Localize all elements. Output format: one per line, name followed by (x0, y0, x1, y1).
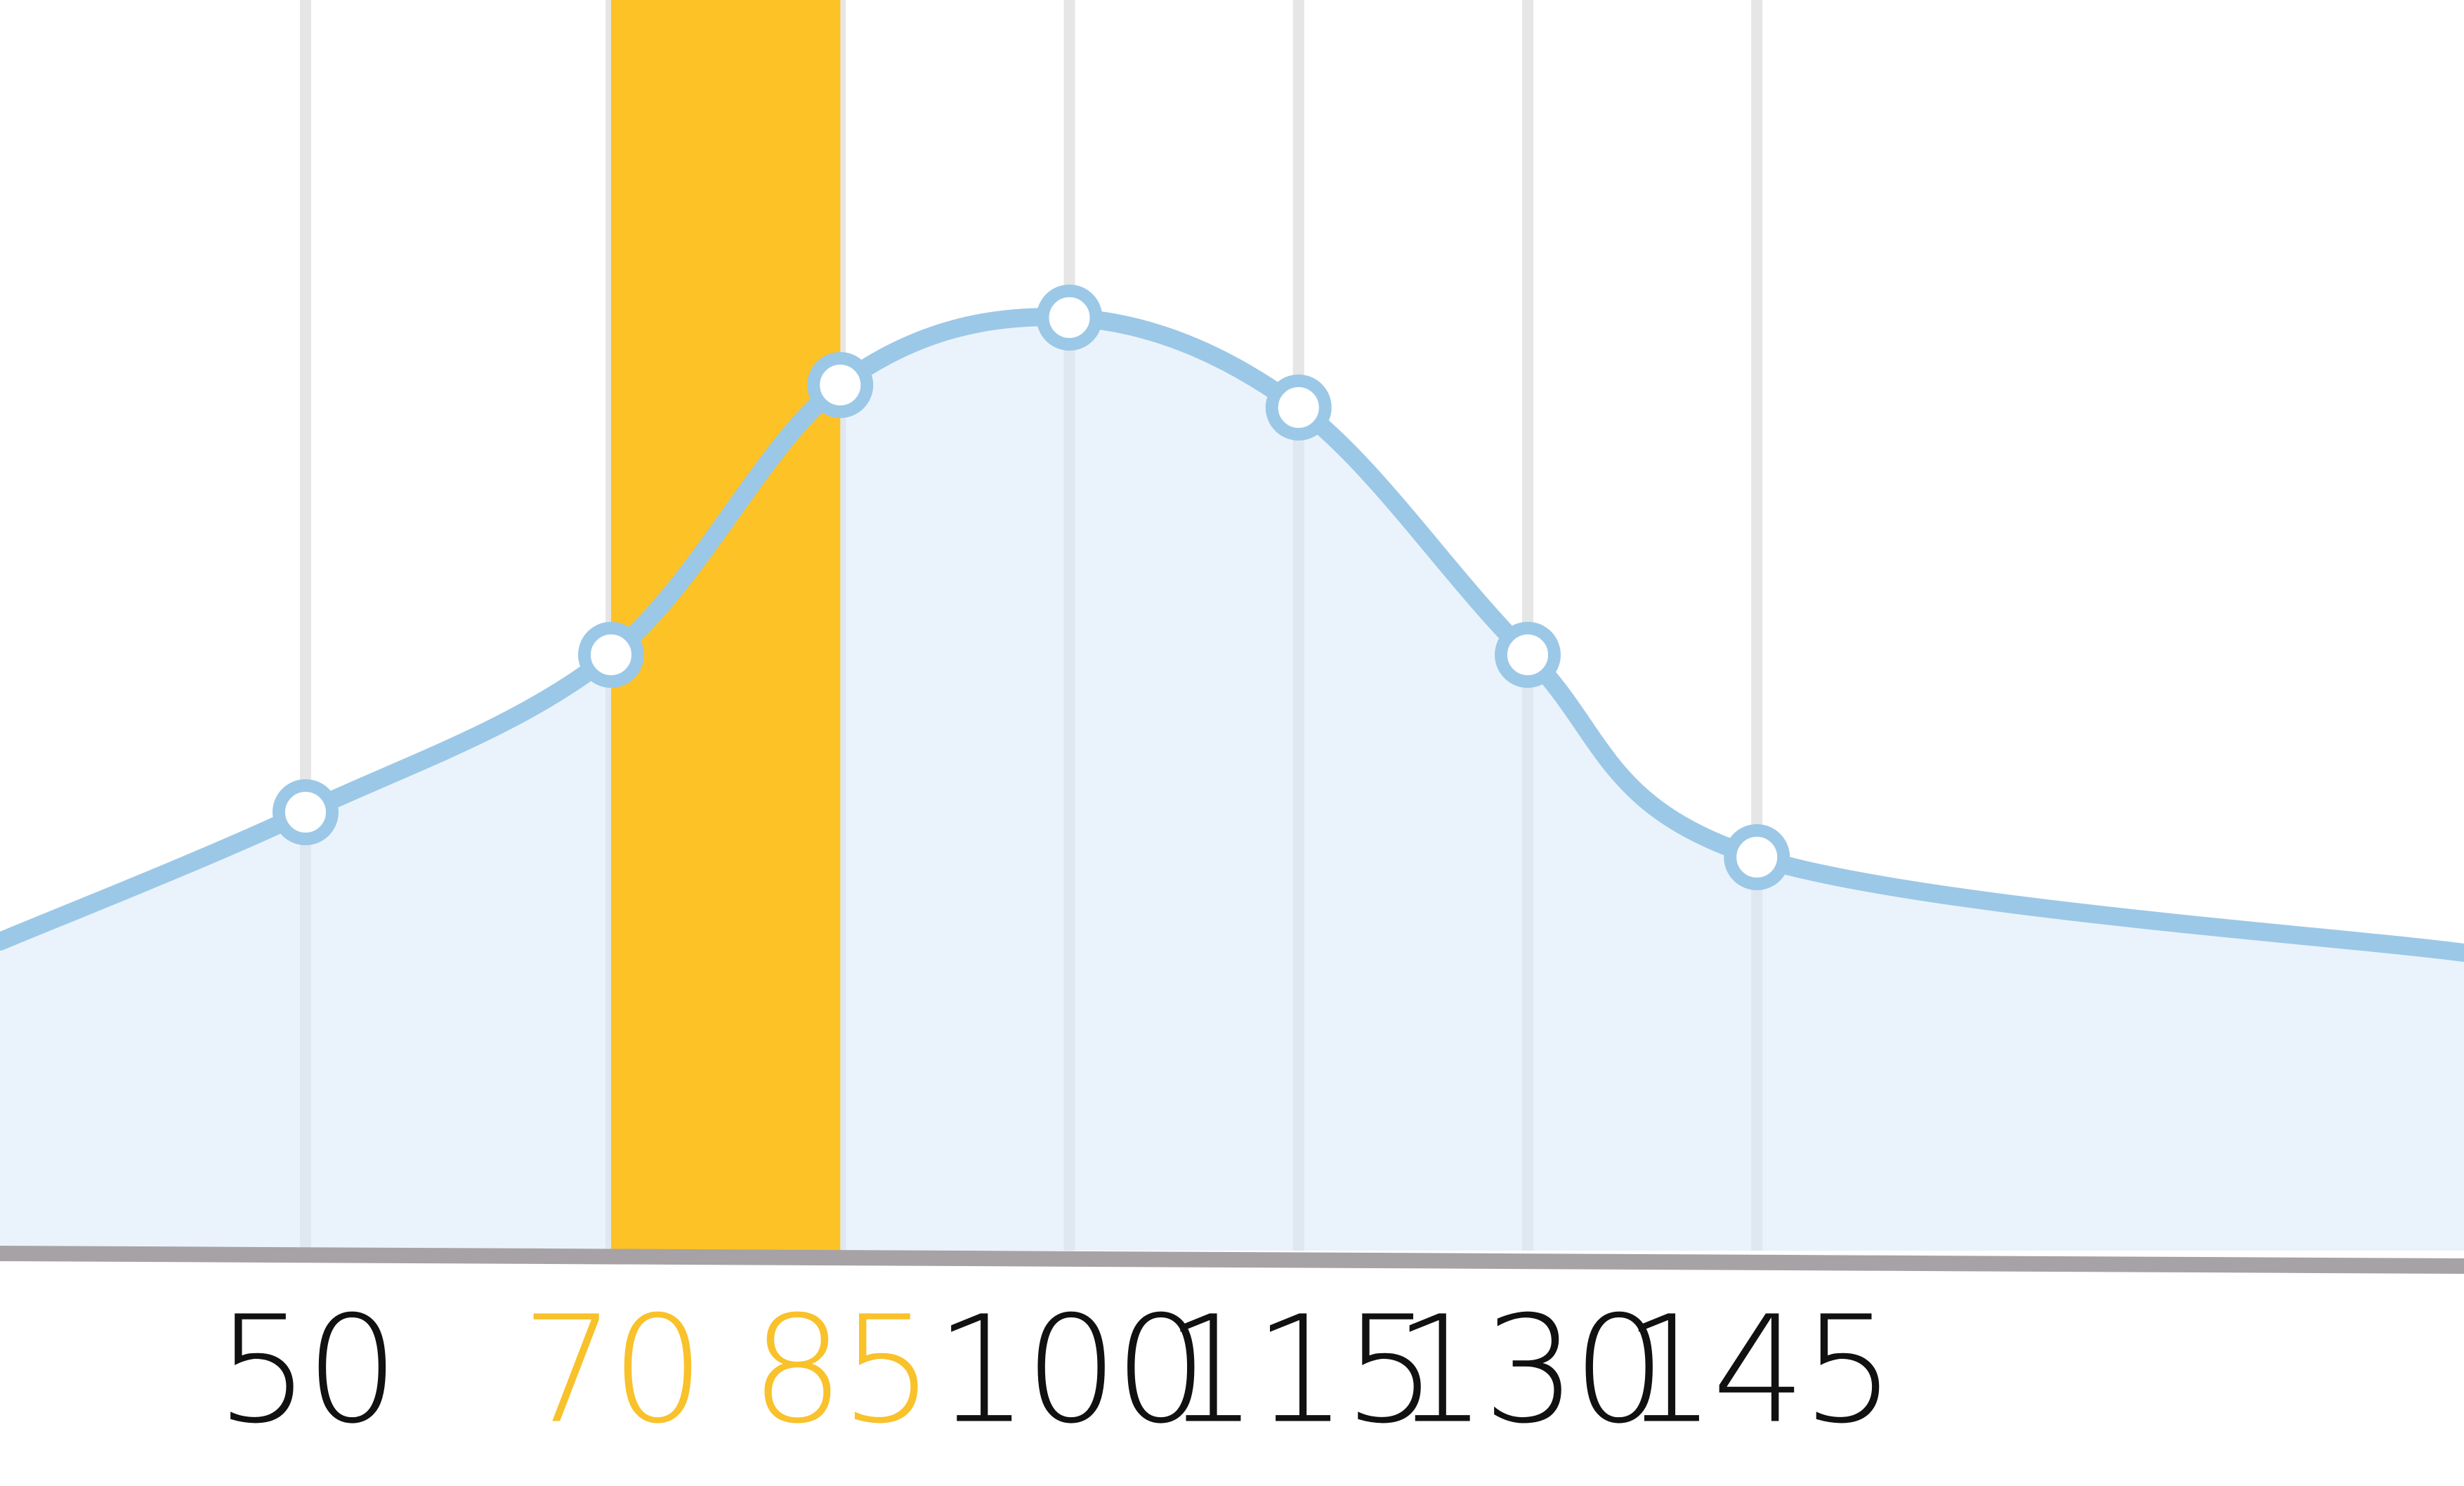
x-tick-label: 115 (1164, 1284, 1433, 1456)
area-layer (0, 317, 2464, 1251)
x-tick-label: 50 (216, 1284, 395, 1456)
data-point (1495, 622, 1561, 688)
x-tick-label: 100 (935, 1284, 1204, 1456)
x-tick-label: 85 (751, 1284, 930, 1456)
x-tick-label: 70 (521, 1284, 700, 1456)
data-point (1036, 285, 1103, 351)
x-axis-baseline (0, 1246, 2464, 1274)
data-point (273, 779, 339, 845)
x-axis-baseline-layer (0, 1246, 2464, 1274)
data-point (1724, 824, 1790, 890)
data-point (807, 352, 874, 418)
x-tick-label: 145 (1623, 1284, 1892, 1456)
data-point (1265, 374, 1332, 441)
data-points-layer (273, 285, 1790, 890)
x-tick-label: 130 (1394, 1284, 1663, 1456)
data-point (578, 622, 644, 688)
